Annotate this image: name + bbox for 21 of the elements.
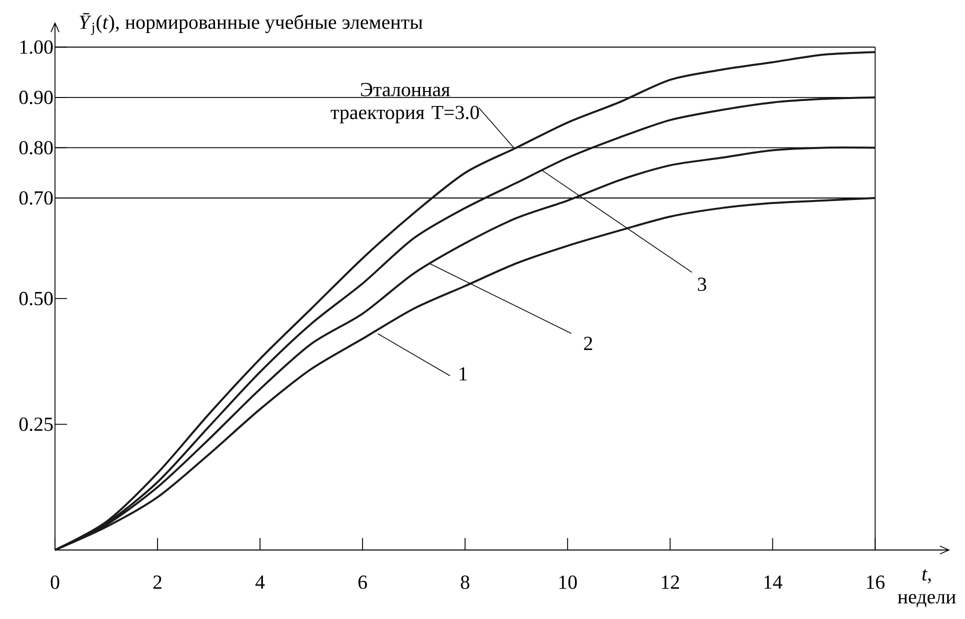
x-tick-label: 12 xyxy=(662,576,679,589)
x-tick-label: 6 xyxy=(358,576,367,589)
x-tick-label: 14 xyxy=(764,576,782,589)
x-tick-label: 10 xyxy=(559,576,577,589)
y-tick-label: 1.00 xyxy=(20,40,53,54)
x-tick-label: 16 xyxy=(866,576,885,589)
y-tick-label: 0.70 xyxy=(19,191,53,205)
annotation: 1 xyxy=(460,367,467,380)
y-axis-title: Ȳ$_{j}$(t), нормированные учебные элементы xyxy=(80,13,423,35)
x-tick-label: 4 xyxy=(255,576,265,589)
y-tick-label: 0.80 xyxy=(19,140,53,154)
annotation: Эталонная траектория T=3.0 xyxy=(330,82,479,124)
x-axis-title: t, недели xyxy=(898,569,956,608)
x-tick-label: 2 xyxy=(153,576,162,589)
x-tick-label: 8 xyxy=(460,576,470,589)
annotation: 2 xyxy=(584,336,592,350)
y-tick-label: 0.50 xyxy=(19,292,53,306)
annotation: 3 xyxy=(698,278,706,292)
x-tick-label: 0 xyxy=(50,576,60,589)
y-tick-label: 0.90 xyxy=(19,90,53,104)
y-tick-label: 0.25 xyxy=(19,418,53,432)
